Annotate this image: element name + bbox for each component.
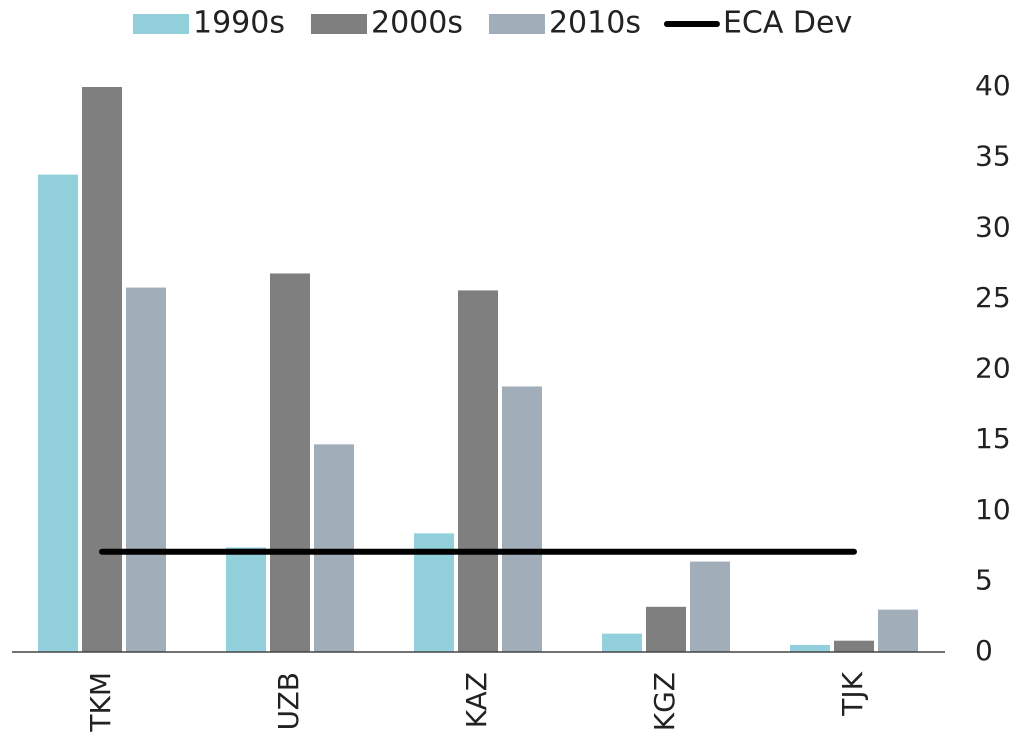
y-tick-label: 30 — [975, 210, 1011, 243]
bar — [270, 273, 310, 652]
legend-label: ECA Dev — [723, 6, 852, 41]
y-tick-label: 0 — [975, 634, 993, 667]
y-tick-label: 15 — [975, 422, 1011, 455]
legend-label: 1990s — [193, 6, 285, 41]
bar — [126, 287, 166, 652]
legend-swatch — [488, 14, 545, 34]
y-tick-label: 10 — [975, 493, 1011, 526]
legend-swatch — [310, 14, 367, 34]
bar — [646, 606, 686, 652]
bar — [878, 609, 918, 652]
x-tick-label: KGZ — [648, 672, 681, 731]
legend-swatch — [133, 14, 189, 34]
bar — [82, 87, 122, 652]
bar — [502, 386, 542, 652]
x-tick-label: TJK — [836, 671, 869, 716]
bar — [314, 444, 354, 652]
y-tick-label: 5 — [975, 563, 993, 596]
bar — [458, 290, 498, 652]
bar — [790, 644, 830, 652]
x-tick-label: UZB — [272, 672, 305, 730]
x-tick-label: KAZ — [460, 672, 493, 728]
y-tick-label: 20 — [975, 352, 1011, 385]
y-tick-label: 25 — [975, 281, 1011, 314]
bar — [602, 633, 642, 652]
x-tick-label: TKM — [84, 672, 117, 733]
bar — [690, 561, 730, 652]
legend-label: 2000s — [371, 6, 463, 41]
bar — [38, 174, 78, 652]
y-tick-label: 40 — [975, 69, 1011, 102]
legend-label: 2010s — [549, 6, 641, 41]
y-tick-label: 35 — [975, 140, 1011, 173]
bar — [226, 547, 266, 652]
bar — [834, 640, 874, 652]
